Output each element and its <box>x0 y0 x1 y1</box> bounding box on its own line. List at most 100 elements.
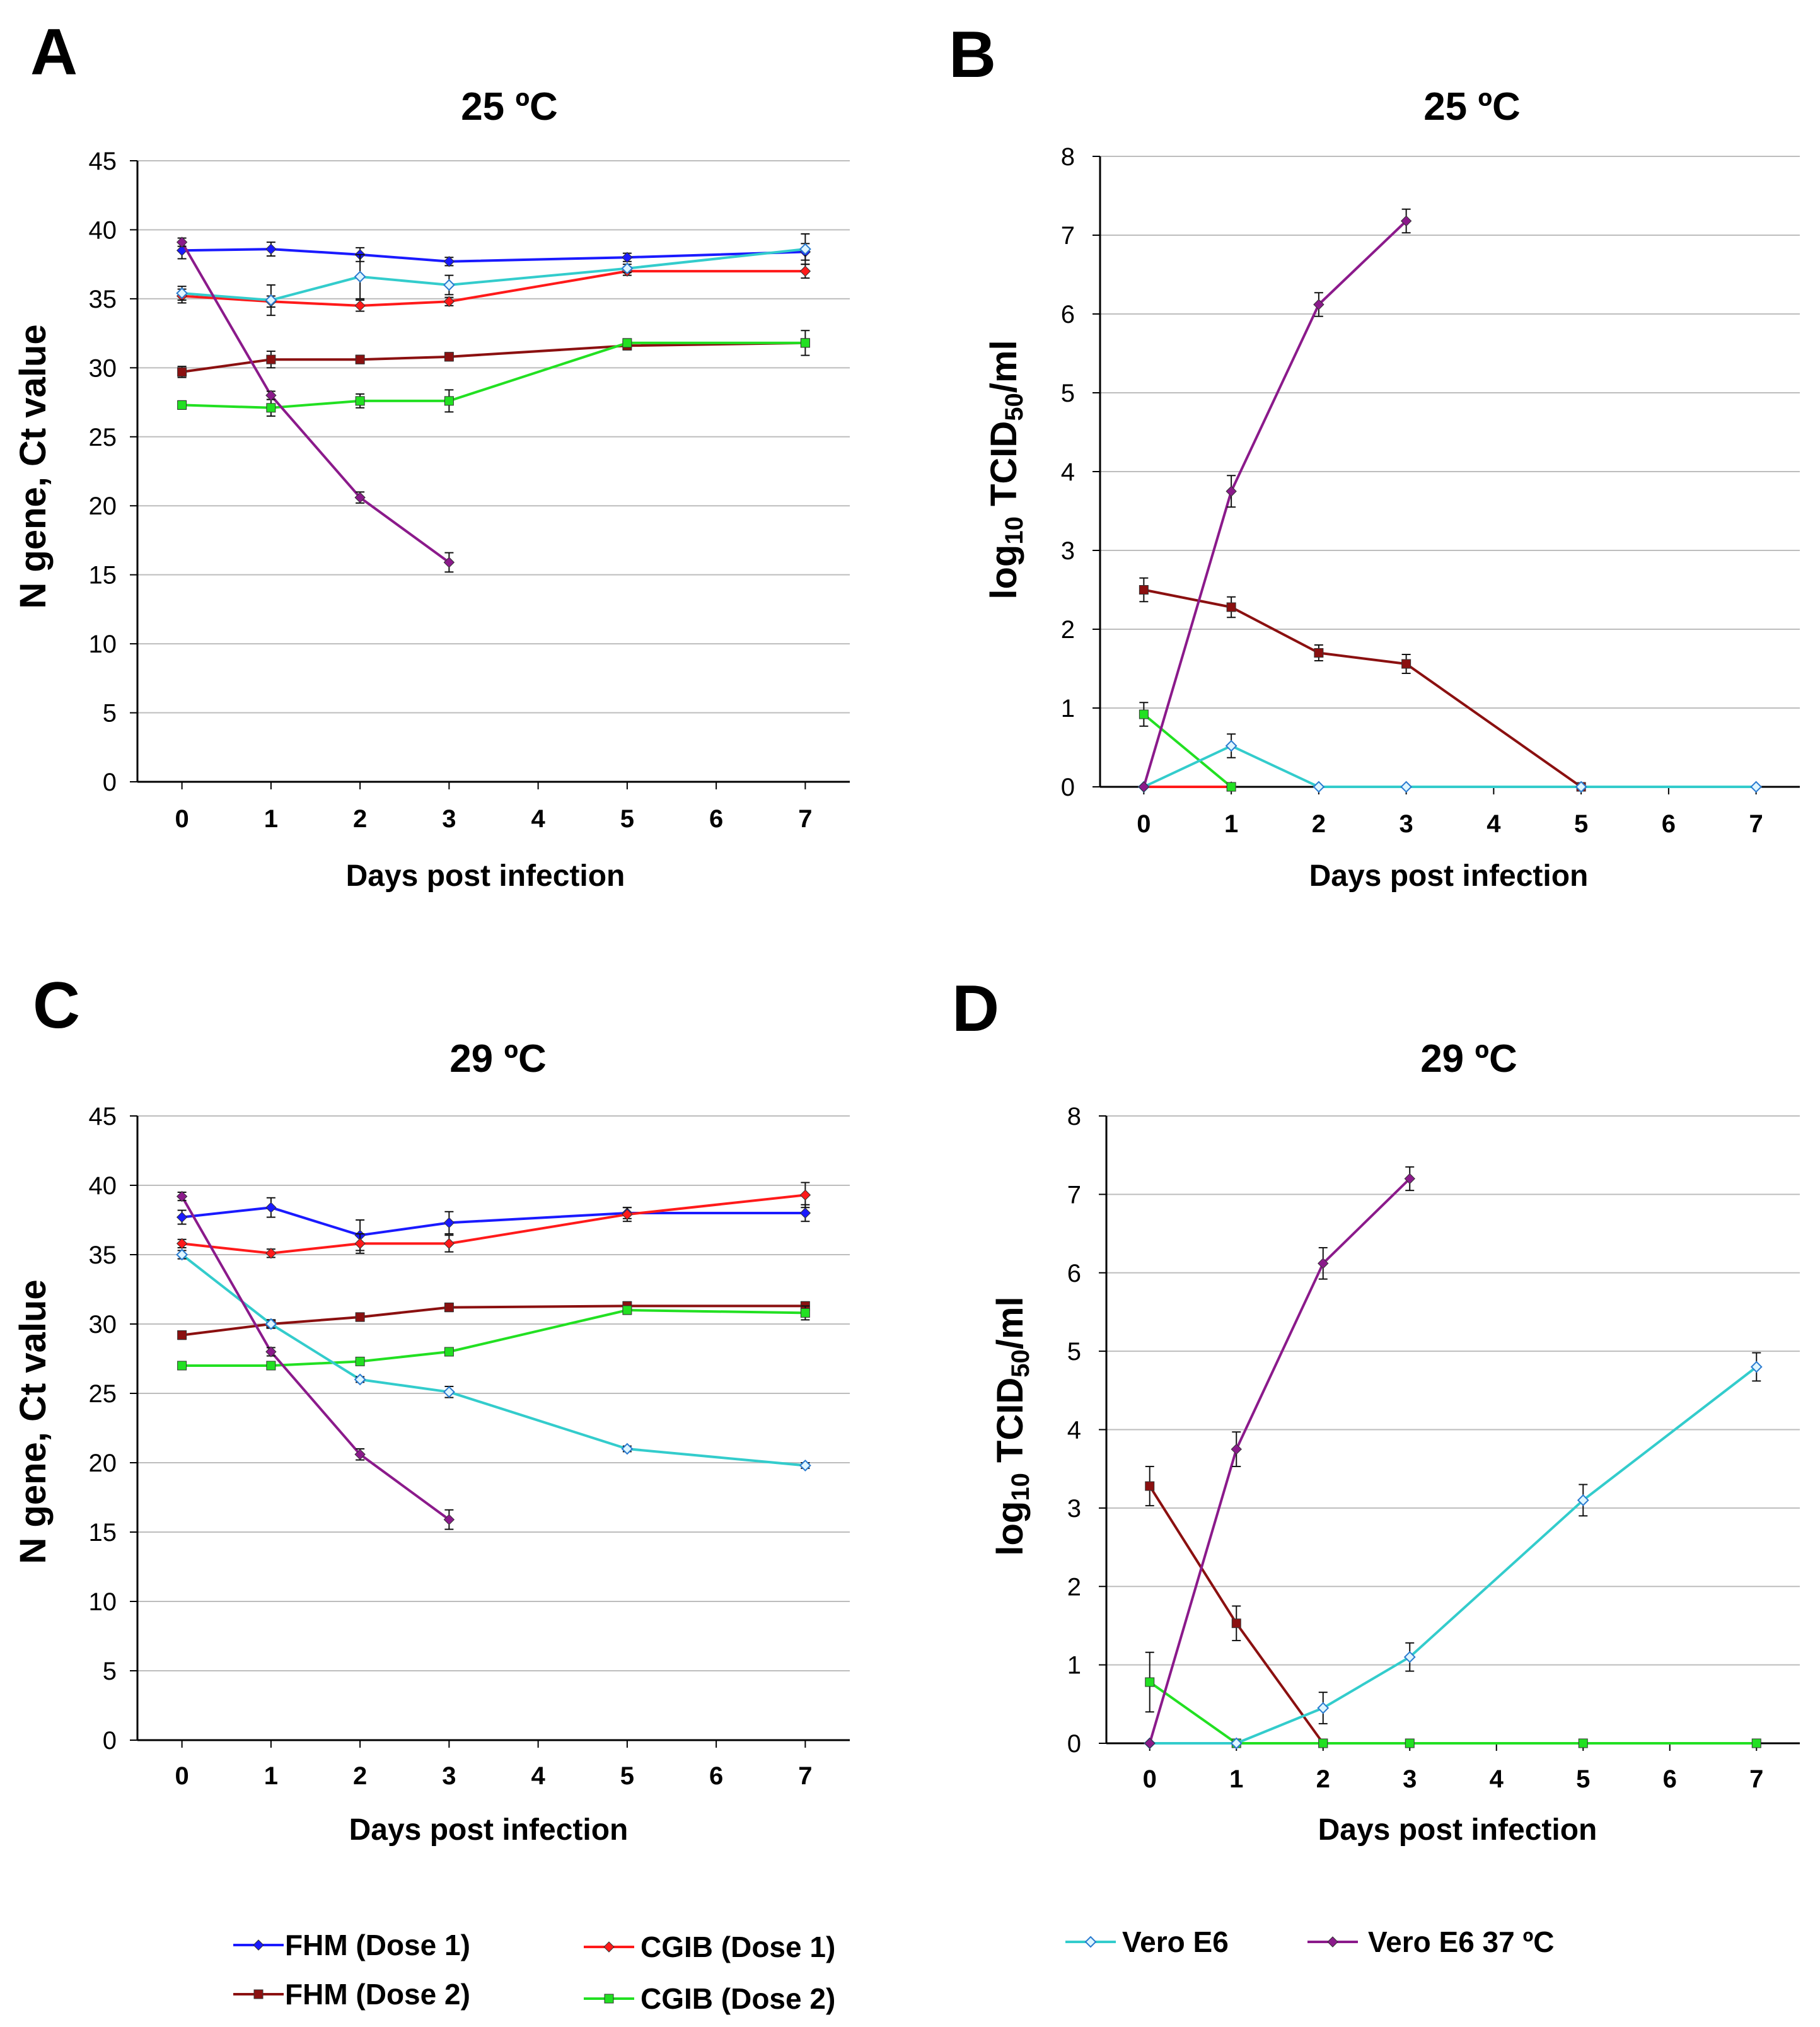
series-line-c-fhm-dose-1 <box>182 1206 806 1237</box>
series-c-cgib-dose-2 <box>177 1305 810 1371</box>
legend-item-vero-e6: Vero E6 <box>1065 1925 1229 1958</box>
y-tick-label-d-5: 5 <box>1067 1338 1081 1366</box>
x-tick-label-c-4: 4 <box>531 1762 546 1790</box>
series-line-c-cgib-dose-2 <box>182 1309 806 1367</box>
data-point-c-fhm-dose-2-0 <box>177 1330 187 1340</box>
x-tick-label-c-0: 0 <box>175 1762 189 1790</box>
x-axis-label-d: Days post infection <box>1318 1813 1597 1847</box>
legend-symbol-vero-e6-37c <box>1307 1936 1358 1948</box>
y-tick-label-b-6: 6 <box>1061 301 1075 328</box>
series-a-vero-e6 <box>176 233 811 317</box>
y-tick-label-c-6: 30 <box>89 1311 117 1339</box>
y-tick-label-c-3: 15 <box>89 1519 117 1547</box>
y-tick-label-c-1: 5 <box>103 1658 117 1685</box>
data-point-b-fhm-dose-2-2 <box>1314 648 1324 658</box>
x-tick-label-d-0: 0 <box>1143 1765 1157 1793</box>
data-point-a-fhm-dose-2-1 <box>266 354 276 364</box>
x-axis-label-a: Days post infection <box>346 859 625 893</box>
x-axis-label-c: Days post infection <box>349 1813 629 1847</box>
data-point-b-fhm-dose-2-1 <box>1226 602 1236 612</box>
data-point-a-vero-e6-5 <box>799 243 811 255</box>
data-point-d-vero-e6-4 <box>1577 1494 1589 1506</box>
y-tick-label-c-5: 25 <box>89 1380 117 1408</box>
series-c-vero-e6-37-c <box>176 1190 455 1530</box>
legend-symbol-vero-e6 <box>1065 1936 1116 1948</box>
data-point-b-fhm-dose-2-3 <box>1401 659 1411 669</box>
data-point-a-vero-e6-37-c-2 <box>354 492 366 503</box>
data-point-a-vero-e6-2 <box>354 270 366 283</box>
y-tick-label-a-1: 5 <box>103 700 117 728</box>
y-axis-label-d: log10 TCID50/ml <box>990 1296 1035 1555</box>
x-tick-label-a-2: 2 <box>353 805 367 833</box>
series-c-fhm-dose-1 <box>176 1197 811 1252</box>
data-point-a-cgib-dose-1-5 <box>799 265 811 277</box>
series-line-a-vero-e6-37-c <box>180 241 450 564</box>
legend-symbol-cgib-dose-1 <box>584 1941 634 1953</box>
data-point-c-fhm-dose-1-0 <box>176 1211 188 1223</box>
series-line-a-cgib-dose-1 <box>182 270 806 307</box>
x-tick-label-c-6: 6 <box>709 1762 723 1790</box>
x-tick-label-d-6: 6 <box>1663 1765 1677 1793</box>
y-tick-label-a-0: 0 <box>103 769 117 796</box>
series-b-vero-e6-37-c <box>1138 208 1412 793</box>
series-line-d-vero-e6 <box>1149 1366 1758 1745</box>
legend-item-cgib-dose-2: CGIB (Dose 2) <box>584 1982 835 2015</box>
data-point-b-vero-e6-5 <box>1750 781 1763 793</box>
panel-b: B 25 ºC log10 TCID50/ml Days post infect… <box>949 18 1800 893</box>
x-tick-label-a-7: 7 <box>798 805 812 833</box>
data-point-a-cgib-dose-2-2 <box>355 396 365 406</box>
data-point-d-fhm-dose-2-0 <box>1145 1481 1155 1491</box>
data-point-a-fhm-dose-2-3 <box>444 352 454 362</box>
legend-item-fhm-dose-2: FHM (Dose 2) <box>233 1978 470 2011</box>
data-point-c-cgib-dose-2-1 <box>266 1361 276 1371</box>
series-c-vero-e6 <box>176 1248 811 1472</box>
x-tick-label-a-1: 1 <box>264 805 278 833</box>
data-point-b-vero-e6-4 <box>1575 781 1587 793</box>
data-point-b-vero-e6-1 <box>1225 740 1237 752</box>
data-point-b-vero-e6-37-c-0 <box>1138 781 1150 793</box>
data-point-a-vero-e6-4 <box>621 262 634 275</box>
y-tick-label-a-4: 20 <box>89 492 117 520</box>
y-axis-per-ml-b: /ml <box>983 340 1024 393</box>
data-point-b-vero-e6-37-c-2 <box>1313 299 1324 310</box>
legend-marker-fhm-dose-2 <box>253 1989 264 1999</box>
y-axis-label-c: N gene, Ct value <box>13 1279 54 1564</box>
series-line-d-cgib-dose-2 <box>1149 1681 1757 1745</box>
data-point-d-vero-e6-2 <box>1317 1702 1330 1714</box>
series-line-a-vero-e6 <box>182 248 806 302</box>
y-tick-label-c-8: 40 <box>89 1172 117 1200</box>
data-point-c-vero-e6-2 <box>354 1373 366 1386</box>
x-tick-label-c-7: 7 <box>798 1762 812 1790</box>
legend-marker-vero-e6 <box>1084 1936 1097 1948</box>
series-line-b-vero-e6-37-c <box>1142 220 1408 787</box>
y-tick-label-c-9: 45 <box>89 1103 117 1130</box>
legend-item-cgib-dose-1: CGIB (Dose 1) <box>584 1931 835 1963</box>
data-point-d-vero-e6-37-c-0 <box>1144 1738 1156 1749</box>
legend-marker-vero-e6-37-c <box>1327 1936 1338 1948</box>
data-point-c-cgib-dose-1-0 <box>176 1238 188 1250</box>
data-point-a-vero-e6-0 <box>176 287 188 299</box>
data-point-c-vero-e6-0 <box>176 1248 188 1261</box>
x-tick-label-d-3: 3 <box>1403 1765 1417 1793</box>
data-point-d-vero-e6-37-c-2 <box>1318 1258 1329 1269</box>
x-tick-label-c-5: 5 <box>620 1762 634 1790</box>
data-point-a-cgib-dose-2-3 <box>444 396 454 406</box>
series-b-cgib-dose-2 <box>1139 702 1236 792</box>
x-tick-label-d-4: 4 <box>1490 1765 1504 1793</box>
series-d-vero-e6 <box>1144 1352 1763 1750</box>
chart-title-d: 29 ºC <box>1420 1037 1517 1081</box>
legend-symbol-cgib-dose-2 <box>584 1994 634 2004</box>
data-point-c-vero-e6-37-c-1 <box>265 1346 277 1357</box>
unit-subscript-d: 50 <box>1007 1349 1035 1378</box>
x-tick-label-b-1: 1 <box>1224 810 1238 838</box>
data-point-c-cgib-dose-2-5 <box>800 1308 810 1318</box>
series-a-vero-e6-37-c <box>176 236 455 573</box>
series-a-fhm-dose-2 <box>177 338 810 378</box>
panel-letter-a: A <box>30 16 78 89</box>
chart-title-c: 29 ºC <box>449 1037 547 1081</box>
x-tick-label-a-0: 0 <box>175 805 189 833</box>
data-point-d-vero-e6-37-c-1 <box>1231 1443 1242 1455</box>
x-tick-label-d-2: 2 <box>1316 1765 1330 1793</box>
data-point-b-vero-e6-37-c-1 <box>1226 485 1237 497</box>
data-point-c-cgib-dose-2-3 <box>444 1347 454 1357</box>
